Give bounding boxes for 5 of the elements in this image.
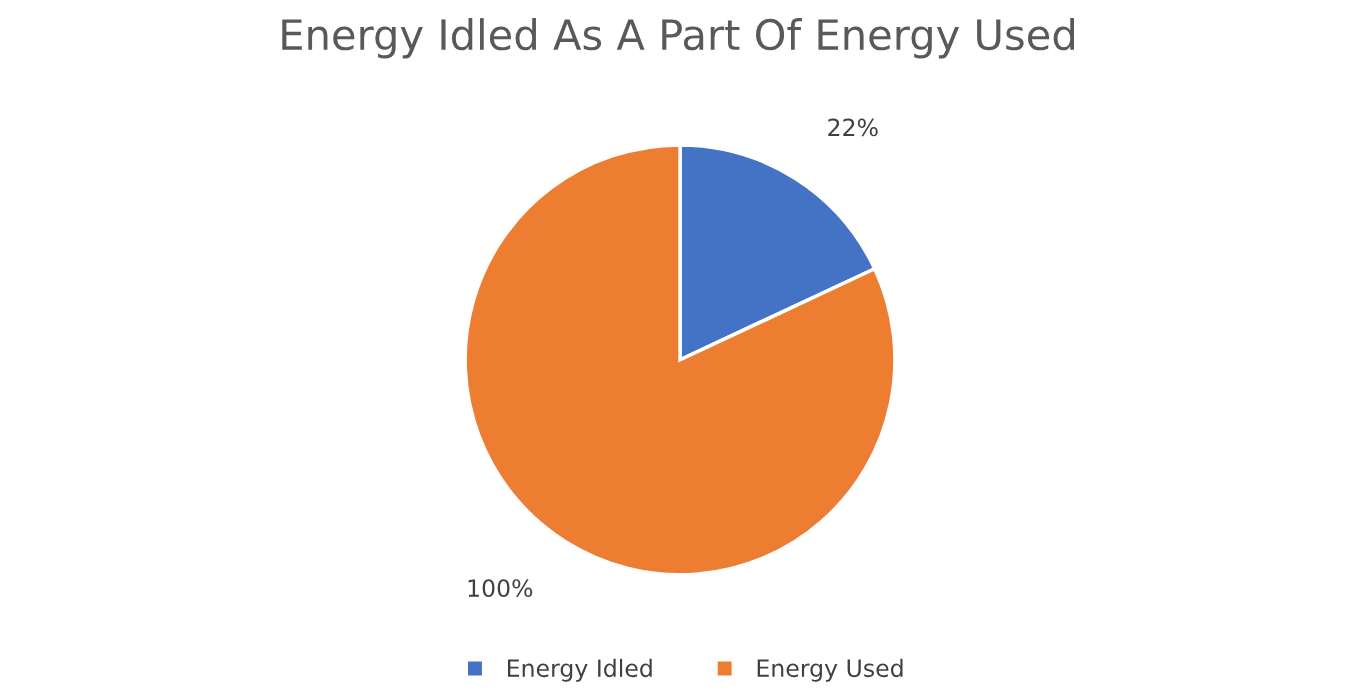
data-label: 22% (828, 118, 878, 137)
legend-label: Energy Used (757, 658, 903, 682)
chart-title: Energy Idled As A Part Of Energy Used (282, 18, 1074, 59)
legend-label: Energy Idled (507, 658, 652, 682)
data-label: 100% (468, 579, 533, 597)
